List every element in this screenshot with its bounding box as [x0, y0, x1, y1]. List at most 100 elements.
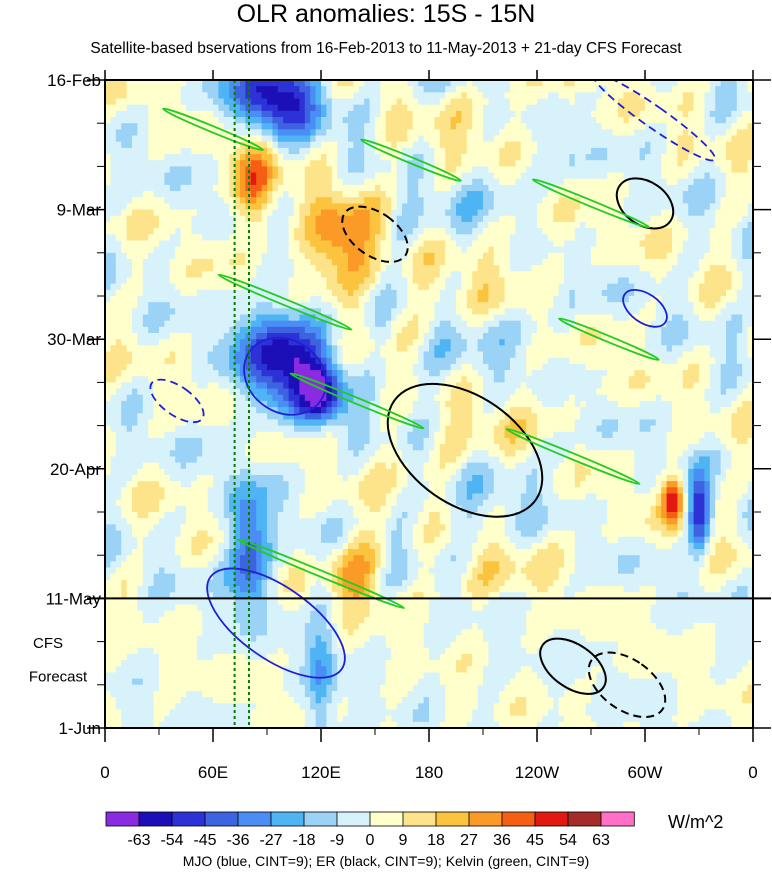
- olr-cell: [137, 258, 144, 266]
- olr-cell: [677, 123, 684, 130]
- olr-cell: [429, 172, 435, 180]
- olr-cell: [137, 252, 144, 260]
- olr-cell: [461, 215, 468, 223]
- olr-cell: [250, 333, 257, 340]
- olr-cell: [240, 215, 246, 223]
- olr-cell: [164, 178, 171, 186]
- olr-cell: [267, 104, 273, 112]
- olr-cell: [553, 160, 560, 167]
- olr-cell: [526, 104, 533, 112]
- olr-cell: [169, 104, 176, 112]
- olr-cell: [115, 191, 122, 198]
- olr-cell: [472, 104, 479, 112]
- olr-cell: [342, 333, 349, 340]
- olr-cell: [277, 129, 284, 137]
- olr-cell: [369, 203, 376, 211]
- olr-cell: [261, 234, 268, 242]
- olr-cell: [126, 135, 133, 143]
- olr-cell: [137, 129, 144, 137]
- olr-cell: [364, 191, 371, 198]
- olr-cell: [726, 98, 732, 106]
- olr-cell: [666, 191, 673, 198]
- olr-cell: [510, 197, 516, 205]
- olr-cell: [493, 265, 500, 272]
- olr-cell: [137, 184, 144, 192]
- olr-cell: [304, 302, 311, 309]
- olr-cell: [180, 333, 187, 340]
- olr-cell: [348, 240, 354, 248]
- olr-cell: [391, 184, 398, 192]
- olr-cell: [175, 147, 182, 155]
- olr-cell: [634, 147, 641, 155]
- olr-cell: [499, 141, 506, 149]
- olr-cell: [645, 135, 651, 143]
- olr-cell: [466, 129, 473, 137]
- olr-cell: [196, 178, 203, 186]
- olr-cell: [191, 228, 198, 235]
- olr-cell: [126, 228, 133, 235]
- olr-cell: [585, 326, 592, 334]
- olr-cell: [277, 123, 284, 130]
- olr-cell: [223, 104, 230, 112]
- olr-cell: [515, 302, 522, 309]
- olr-cell: [240, 296, 246, 303]
- olr-cell: [564, 203, 570, 211]
- olr-cell: [191, 129, 198, 137]
- olr-cell: [105, 172, 111, 180]
- olr-cell: [180, 147, 187, 155]
- olr-cell: [472, 110, 479, 118]
- olr-cell: [483, 265, 489, 272]
- olr-cell: [267, 184, 273, 192]
- olr-cell: [736, 302, 743, 309]
- olr-cell: [639, 160, 646, 167]
- olr-cell: [574, 246, 581, 254]
- olr-cell: [499, 178, 506, 186]
- olr-cell: [186, 147, 192, 155]
- olr-cell: [159, 203, 165, 211]
- olr-cell: [234, 209, 241, 217]
- olr-cell: [396, 289, 403, 297]
- olr-cell: [726, 104, 732, 112]
- olr-cell: [704, 203, 711, 211]
- olr-cell: [585, 228, 592, 235]
- olr-cell: [456, 141, 462, 149]
- olr-cell: [288, 326, 295, 334]
- olr-cell: [477, 92, 484, 100]
- olr-cell: [682, 265, 689, 272]
- olr-cell: [580, 326, 587, 334]
- olr-cell: [412, 209, 419, 217]
- olr-cell: [191, 320, 198, 328]
- olr-cell: [234, 197, 241, 205]
- olr-cell: [601, 80, 608, 87]
- olr-cell: [342, 221, 349, 229]
- olr-cell: [515, 308, 522, 316]
- olr-cell: [461, 172, 468, 180]
- olr-cell: [402, 178, 408, 186]
- olr-cell: [310, 215, 317, 223]
- olr-cell: [720, 314, 727, 322]
- olr-cell: [277, 110, 284, 118]
- olr-cell: [639, 240, 646, 248]
- olr-cell: [434, 221, 441, 229]
- olr-cell: [537, 160, 543, 167]
- olr-cell: [736, 308, 743, 316]
- olr-cell: [310, 203, 317, 211]
- olr-cell: [585, 117, 592, 124]
- olr-cell: [358, 258, 365, 266]
- olr-cell: [434, 92, 441, 100]
- olr-cell: [537, 228, 543, 235]
- olr-cell: [310, 314, 317, 322]
- olr-cell: [601, 221, 608, 229]
- olr-cell: [456, 86, 462, 93]
- olr-cell: [321, 209, 327, 217]
- olr-cell: [229, 166, 236, 174]
- olr-cell: [137, 80, 144, 87]
- olr-cell: [245, 333, 252, 340]
- olr-cell: [672, 228, 678, 235]
- olr-cell: [418, 172, 425, 180]
- olr-cell: [682, 221, 689, 229]
- olr-cell: [742, 246, 749, 254]
- olr-cell: [574, 215, 581, 223]
- olr-cell: [234, 314, 241, 322]
- olr-cell: [666, 221, 673, 229]
